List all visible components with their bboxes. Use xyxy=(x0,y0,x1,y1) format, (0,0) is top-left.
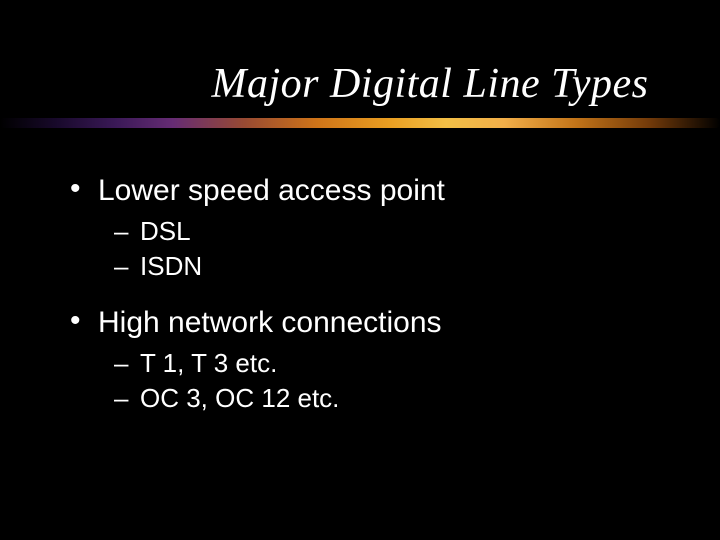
bullet-group: Lower speed access point DSL ISDN xyxy=(70,174,680,282)
title-container: Major Digital Line Types xyxy=(0,60,720,108)
slide: Major Digital Line Types Lower speed acc… xyxy=(0,0,720,540)
bullet-text: Lower speed access point xyxy=(98,174,445,207)
bullet-level1: Lower speed access point xyxy=(70,174,680,208)
slide-body: Lower speed access point DSL ISDN High n… xyxy=(70,160,680,438)
bullet-text: T 1, T 3 etc. xyxy=(140,348,277,378)
slide-title: Major Digital Line Types xyxy=(140,60,720,108)
bullet-text: DSL xyxy=(140,216,191,246)
bullet-level2: OC 3, OC 12 etc. xyxy=(70,383,680,414)
bullet-text: OC 3, OC 12 etc. xyxy=(140,383,339,413)
bullet-level2: ISDN xyxy=(70,251,680,282)
bullet-level2: T 1, T 3 etc. xyxy=(70,348,680,379)
bullet-text: High network connections xyxy=(98,306,442,339)
bullet-level2: DSL xyxy=(70,216,680,247)
bullet-group: High network connections T 1, T 3 etc. O… xyxy=(70,306,680,414)
title-underline-gradient xyxy=(0,118,720,128)
bullet-level1: High network connections xyxy=(70,306,680,340)
bullet-text: ISDN xyxy=(140,251,202,281)
